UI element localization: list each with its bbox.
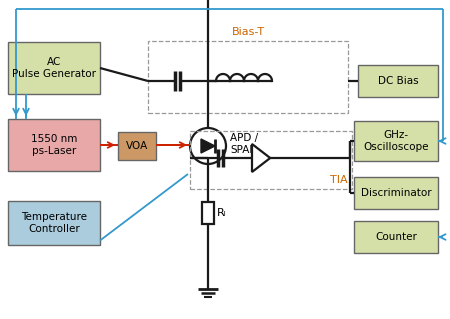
Text: GHz-
Oscilloscope: GHz- Oscilloscope — [363, 130, 429, 152]
FancyBboxPatch shape — [354, 221, 438, 253]
Text: VOA: VOA — [126, 141, 148, 151]
FancyBboxPatch shape — [8, 42, 100, 94]
Text: APD /
SPAD: APD / SPAD — [230, 133, 258, 155]
FancyBboxPatch shape — [354, 177, 438, 209]
FancyBboxPatch shape — [118, 132, 156, 160]
Text: AC
Pulse Generator: AC Pulse Generator — [12, 57, 96, 79]
FancyBboxPatch shape — [8, 119, 100, 171]
Polygon shape — [201, 139, 215, 153]
FancyBboxPatch shape — [358, 65, 438, 97]
Text: 1550 nm
ps-Laser: 1550 nm ps-Laser — [31, 134, 77, 156]
Text: Counter: Counter — [375, 232, 417, 242]
Text: Temperature
Controller: Temperature Controller — [21, 212, 87, 234]
FancyBboxPatch shape — [354, 121, 438, 161]
Polygon shape — [252, 144, 270, 172]
Text: DC Bias: DC Bias — [378, 76, 419, 86]
FancyBboxPatch shape — [202, 202, 214, 224]
Text: Bias-T: Bias-T — [231, 27, 265, 37]
Text: Rₗ: Rₗ — [217, 208, 227, 218]
Text: TIA: TIA — [330, 175, 348, 185]
FancyBboxPatch shape — [8, 201, 100, 245]
Text: Discriminator: Discriminator — [361, 188, 431, 198]
